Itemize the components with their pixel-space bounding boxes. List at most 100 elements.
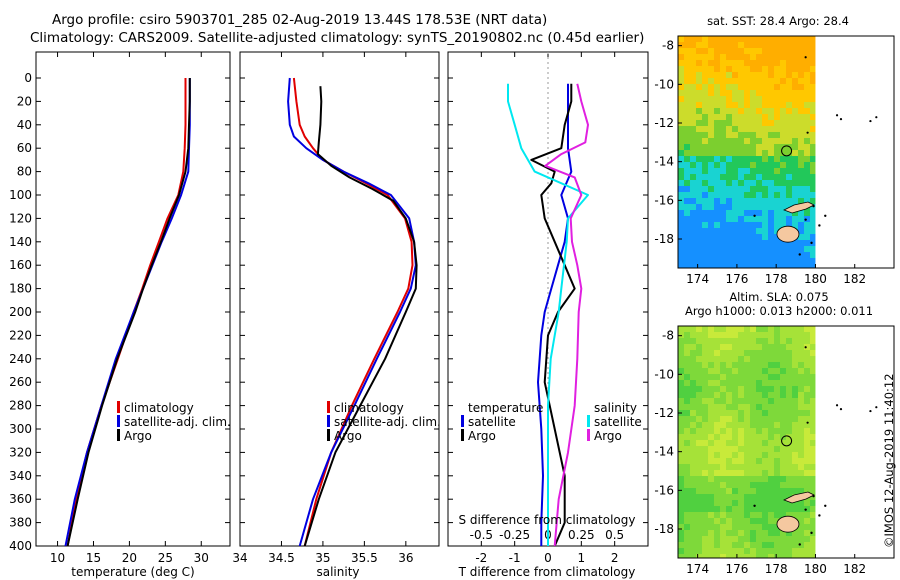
map-cell — [678, 114, 684, 120]
map-cell — [726, 404, 732, 410]
map-cell — [756, 36, 762, 42]
map-cell — [684, 440, 690, 446]
map-cell — [726, 494, 732, 500]
map-cell — [756, 398, 762, 404]
map-cell — [684, 54, 690, 60]
map-cell — [804, 42, 810, 48]
map-cell — [690, 374, 696, 380]
legend-swatch-s-argo — [587, 429, 590, 441]
map-cell — [726, 380, 732, 386]
map-cell — [744, 422, 750, 428]
map-cell — [774, 216, 780, 222]
map-cell — [774, 476, 780, 482]
map-cell — [810, 162, 816, 168]
map-cell — [708, 84, 714, 90]
map-cell — [774, 464, 780, 470]
map-cell — [720, 440, 726, 446]
map-cell — [750, 488, 756, 494]
map-cell — [738, 356, 744, 362]
islet — [806, 421, 809, 424]
map-cell — [684, 452, 690, 458]
map-cell — [786, 380, 792, 386]
map-cell — [726, 60, 732, 66]
map-cell — [762, 174, 768, 180]
map-cell — [684, 386, 690, 392]
map-cell — [678, 168, 684, 174]
islet — [839, 118, 843, 121]
map-cell — [786, 174, 792, 180]
map-cell — [702, 132, 708, 138]
map-cell — [792, 356, 798, 362]
map-cell — [774, 482, 780, 488]
map-cell — [720, 380, 726, 386]
map-cell — [768, 518, 774, 524]
map-cell — [804, 66, 810, 72]
map-cell — [798, 542, 804, 548]
y-tick-label: 120 — [9, 211, 32, 225]
map-cell — [804, 446, 810, 452]
map-cell — [750, 416, 756, 422]
map-cell — [702, 356, 708, 362]
map-cell — [798, 380, 804, 386]
x-tick-label: 10 — [50, 551, 65, 565]
map-cell — [798, 356, 804, 362]
map-cell — [714, 204, 720, 210]
map-cell — [762, 258, 768, 264]
map-cell — [696, 386, 702, 392]
map-cell — [738, 530, 744, 536]
map-cell — [804, 216, 810, 222]
map-cell — [744, 36, 750, 42]
map-cell — [750, 518, 756, 524]
map-cell — [702, 108, 708, 114]
map-cell — [768, 362, 774, 368]
map-cell — [786, 162, 792, 168]
legend-label-satellite: satellite-adj. clim. — [124, 415, 231, 429]
map-cell — [762, 458, 768, 464]
map-cell — [678, 386, 684, 392]
map-cell — [792, 542, 798, 548]
map-cell — [798, 258, 804, 264]
map-cell — [744, 392, 750, 398]
map-cell — [690, 120, 696, 126]
map-cell — [696, 48, 702, 54]
map-cell — [720, 210, 726, 216]
map-cell — [690, 464, 696, 470]
map-cell — [804, 386, 810, 392]
map-cell — [786, 168, 792, 174]
map-cell — [678, 42, 684, 48]
map-cell — [696, 500, 702, 506]
map-cell — [780, 66, 786, 72]
map-cell — [702, 228, 708, 234]
map-cell — [678, 356, 684, 362]
map-cell — [708, 216, 714, 222]
map-cell — [756, 174, 762, 180]
y-tick-label: 320 — [9, 445, 32, 459]
map-cell — [690, 530, 696, 536]
map-cell — [702, 126, 708, 132]
map-cell — [756, 264, 762, 268]
map-cell — [762, 350, 768, 356]
map-cell — [768, 404, 774, 410]
map-cell — [810, 60, 816, 66]
map-cell — [810, 404, 816, 410]
map-cell — [690, 362, 696, 368]
map-cell — [774, 548, 780, 554]
map-cell — [798, 216, 804, 222]
map-cell — [798, 96, 804, 102]
y-tick-label: 100 — [9, 188, 32, 202]
map-cell — [738, 36, 744, 42]
map-cell — [678, 84, 684, 90]
map-cell — [756, 150, 762, 156]
map-cell — [810, 362, 816, 368]
sla-map-subtitle: Argo h1000: 0.013 h2000: 0.011 — [685, 304, 873, 318]
y-tick-label: 340 — [9, 469, 32, 483]
map-cell — [804, 150, 810, 156]
map-cell — [690, 542, 696, 548]
map-cell — [696, 66, 702, 72]
map-cell — [708, 344, 714, 350]
map-cell — [684, 428, 690, 434]
map-cell — [744, 168, 750, 174]
map-cell — [750, 42, 756, 48]
map-cell — [774, 66, 780, 72]
map-cell — [738, 428, 744, 434]
